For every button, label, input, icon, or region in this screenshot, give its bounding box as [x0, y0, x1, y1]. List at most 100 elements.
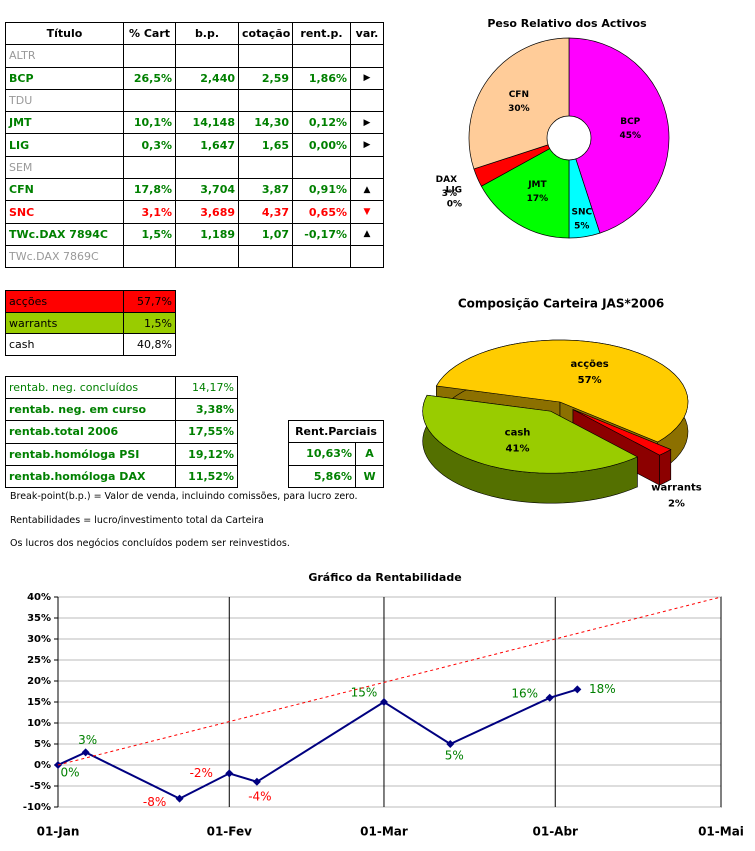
- column-header: Rent.Parciais: [287, 419, 385, 444]
- cell: ▼: [350, 200, 384, 224]
- holding-row: JMT 10,1% 14,148 14,30 0,12% ▶: [5, 111, 384, 135]
- point-marker: [252, 777, 261, 786]
- inactive-row: ALTR: [5, 44, 384, 68]
- cell: rentab. neg. concluídos: [5, 375, 176, 400]
- cell: 3,704: [175, 178, 239, 202]
- row: warrants 1,5%: [5, 311, 176, 335]
- slice-label: warrants: [651, 482, 701, 493]
- data-label: -8%: [143, 795, 166, 809]
- cell: acções: [5, 290, 124, 313]
- point-marker: [81, 748, 90, 757]
- x-tick-label: 01-Fev: [207, 825, 253, 839]
- holding-row: LIG 0,3% 1,647 1,65 0,00% ▶: [5, 133, 384, 157]
- cell: TDU: [5, 88, 124, 113]
- cell: ▶: [350, 133, 384, 157]
- data-label: 15%: [351, 686, 378, 700]
- cell: [175, 44, 239, 68]
- x-tick-label: 01-Abr: [533, 825, 579, 839]
- header-row: Rent.Parciais: [287, 419, 385, 444]
- point-marker: [379, 698, 388, 706]
- y-tick-label: -10%: [23, 802, 51, 813]
- cell: ▲: [350, 222, 384, 246]
- cell: rentab. neg. em curso: [5, 398, 176, 422]
- slice-label: LIG: [446, 185, 462, 195]
- slice-value: 5%: [574, 221, 589, 231]
- slice-value: 57%: [578, 375, 602, 386]
- cell: [350, 88, 384, 113]
- column-header: Título: [5, 21, 124, 46]
- slice-value: 41%: [506, 443, 530, 454]
- slice-label: cash: [505, 427, 531, 438]
- cell: [292, 155, 351, 180]
- point-marker: [446, 740, 455, 748]
- chart-title: Composição Carteira JAS*2006: [458, 297, 664, 311]
- cell: cash: [5, 333, 124, 357]
- slice-value: 3%: [442, 189, 457, 199]
- holding-row: BCP 26,5% 2,440 2,59 1,86% ▶: [5, 66, 384, 90]
- slice-label: DAX: [436, 175, 457, 185]
- y-tick-label: 30%: [27, 634, 51, 645]
- note: Os lucros dos negócios concluídos podem …: [10, 538, 290, 549]
- cell: BCP: [5, 66, 124, 90]
- x-tick-label: 01-Mai: [698, 825, 744, 839]
- cell: SEM: [5, 155, 124, 180]
- partial-returns-table: Rent.Parciais 10,63% A 5,86% W: [287, 419, 385, 488]
- data-label: 5%: [445, 749, 464, 763]
- cell: rentab.homóloga PSI: [5, 442, 176, 466]
- holding-row: TWc.DAX 7894C 1,5% 1,189 1,07 -0,17% ▲: [5, 222, 384, 246]
- point-marker: [175, 794, 184, 803]
- column-header: % Cart: [123, 21, 176, 46]
- data-label: -2%: [190, 766, 213, 780]
- cell: 2,440: [175, 66, 239, 90]
- holding-row: CFN 17,8% 3,704 3,87 0,91% ▲: [5, 178, 384, 202]
- cell: [238, 244, 293, 269]
- row: rentab. neg. em curso 3,38%: [5, 398, 238, 422]
- cell: 14,17%: [175, 375, 238, 400]
- column-header: var.: [350, 21, 384, 46]
- returns-table: rentab. neg. concluídos 14,17% rentab. neg…: [5, 375, 238, 488]
- cell: 4,37: [238, 200, 293, 224]
- cell: 10,63%: [288, 442, 356, 466]
- row: rentab.homóloga PSI 19,12%: [5, 442, 238, 466]
- cell: 1,5%: [123, 222, 176, 246]
- cell: 3,87: [238, 178, 293, 202]
- slice-value: 0%: [447, 199, 462, 209]
- pie-slice: [422, 394, 639, 504]
- cell: 3,689: [175, 200, 239, 224]
- cell: [238, 44, 293, 68]
- slice-top: [435, 339, 689, 443]
- row: 5,86% W: [288, 464, 385, 488]
- cell: 14,30: [238, 111, 293, 135]
- cell: [123, 88, 176, 113]
- y-tick-label: -5%: [30, 781, 51, 792]
- cell: [350, 244, 384, 269]
- cell: ▶: [350, 66, 384, 90]
- data-label: 0%: [60, 766, 79, 780]
- cell: [292, 88, 351, 113]
- cell: 11,52%: [175, 464, 238, 488]
- cell: 0,65%: [292, 200, 351, 224]
- cell: [123, 244, 176, 269]
- cell: TWc.DAX 7869C: [5, 244, 124, 269]
- inactive-row: TWc.DAX 7869C: [5, 244, 384, 269]
- cell: 1,07: [238, 222, 293, 246]
- y-tick-label: 40%: [27, 592, 51, 603]
- cell: TWc.DAX 7894C: [5, 222, 124, 246]
- y-tick-label: 20%: [27, 676, 51, 687]
- data-label: -4%: [248, 789, 271, 803]
- cell: 57,7%: [123, 290, 176, 313]
- pie-hole: [546, 115, 592, 161]
- cell: 10,1%: [123, 111, 176, 135]
- cell: ▲: [350, 178, 384, 202]
- cell: 26,5%: [123, 66, 176, 90]
- cell: 2,59: [238, 66, 293, 90]
- pie-slice: [480, 137, 570, 239]
- cell: 1,65: [238, 133, 293, 157]
- inactive-row: SEM: [5, 155, 384, 180]
- row: rentab. neg. concluídos 14,17%: [5, 375, 238, 400]
- cell: CFN: [5, 178, 124, 202]
- row: acções 57,7%: [5, 290, 176, 313]
- cell: 3,1%: [123, 200, 176, 224]
- cell: 0,00%: [292, 133, 351, 157]
